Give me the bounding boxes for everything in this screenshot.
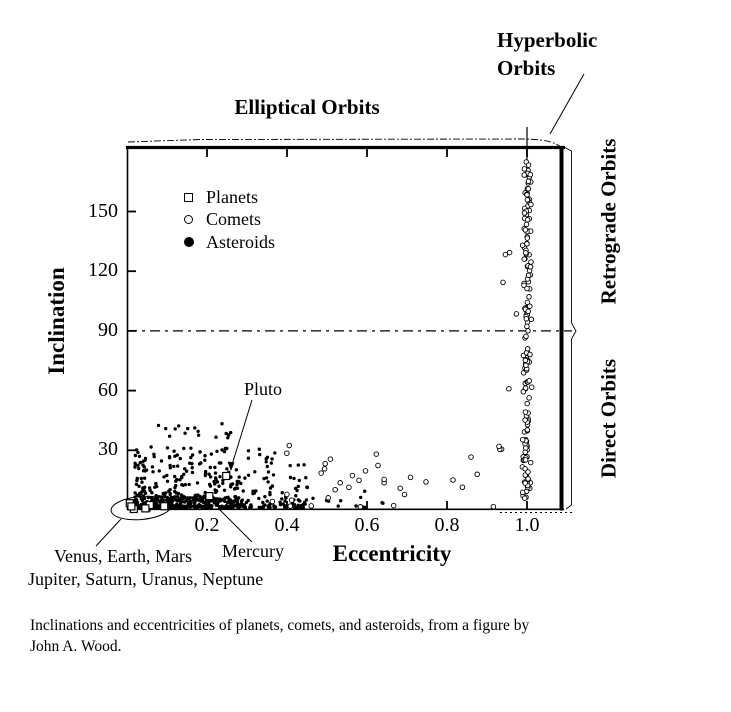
x-tick-label-0.2: 0.2 xyxy=(194,514,220,536)
x-tick-label-0.6: 0.6 xyxy=(354,514,380,536)
x-tick-label-1.0: 1.0 xyxy=(514,514,540,536)
planet-points xyxy=(125,471,231,514)
legend-label-asteroids: Asteroids xyxy=(206,231,275,252)
planet-point-pluto xyxy=(222,471,231,481)
planet-point-mercury xyxy=(205,492,214,501)
planet-point-neptune xyxy=(127,502,136,511)
bracket-curls xyxy=(564,147,572,510)
y-tick-label-90: 90 xyxy=(98,318,118,341)
y-tick-label-60: 60 xyxy=(98,378,118,401)
legend-row-asteroids: Asteroids xyxy=(184,231,275,254)
hyperbolic-orbits-line1: Hyperbolic xyxy=(497,28,598,52)
legend-row-comets: Comets xyxy=(184,209,275,232)
elliptical-bracket-line xyxy=(127,138,564,149)
asteroids-high-incl-points xyxy=(149,422,233,458)
mercury-leader-line xyxy=(217,507,253,543)
caption-line1: Inclinations and eccentricities of plane… xyxy=(30,617,530,634)
pluto-annotation: Pluto xyxy=(244,379,283,399)
outer-planets-annotation: Jupiter, Saturn, Uranus, Neptune xyxy=(28,569,264,589)
caption-line2: John A. Wood. xyxy=(30,637,122,655)
x-axis-title: Eccentricity xyxy=(332,541,452,566)
hyperbolic-orbits-line2: Orbits xyxy=(497,56,556,80)
comets-near-band-points xyxy=(496,249,520,453)
figure-caption: Inclinations and eccentricities of plane… xyxy=(30,616,670,657)
comets-band-points xyxy=(519,159,535,501)
inner-planets-leader-line xyxy=(95,518,122,547)
pluto-leader-arrowhead xyxy=(227,461,235,471)
open-square-icon xyxy=(184,192,193,202)
planet-point-uranus xyxy=(141,504,150,513)
mercury-annotation: Mercury xyxy=(222,541,284,561)
comets-scattered-points xyxy=(269,442,497,510)
legend-label-comets: Comets xyxy=(206,209,262,230)
legend-row-planets: Planets xyxy=(184,186,275,209)
y-axis-title: Inclination xyxy=(44,267,69,375)
pluto-leader-line xyxy=(230,399,253,469)
y-tick-label-30: 30 xyxy=(98,438,118,461)
hyperbolic-orbits-label: Hyperbolic Orbits xyxy=(497,26,597,82)
bracket-arrow xyxy=(571,322,577,340)
x-tick-label-0.8: 0.8 xyxy=(434,514,460,536)
direct-orbits-label: Direct Orbits xyxy=(596,358,621,479)
hyperbolic-leader-line xyxy=(549,73,585,135)
planet-point-mars xyxy=(160,502,169,511)
open-circle-icon xyxy=(184,215,193,225)
asteroids-dense-points xyxy=(141,494,249,510)
x-tick-label-0.4: 0.4 xyxy=(274,514,300,536)
inner-planets-annotation: Venus, Earth, Mars xyxy=(54,546,192,566)
retrograde-orbits-label: Retrograde Orbits xyxy=(596,138,621,305)
y-tick-label-150: 150 xyxy=(88,199,118,222)
filled-circle-icon xyxy=(184,237,194,248)
elliptical-orbits-label: Elliptical Orbits xyxy=(234,95,380,119)
y-tick-label-120: 120 xyxy=(88,259,118,282)
legend-label-planets: Planets xyxy=(206,186,258,207)
plot-legend: Planets Comets Asteroids xyxy=(184,186,275,254)
